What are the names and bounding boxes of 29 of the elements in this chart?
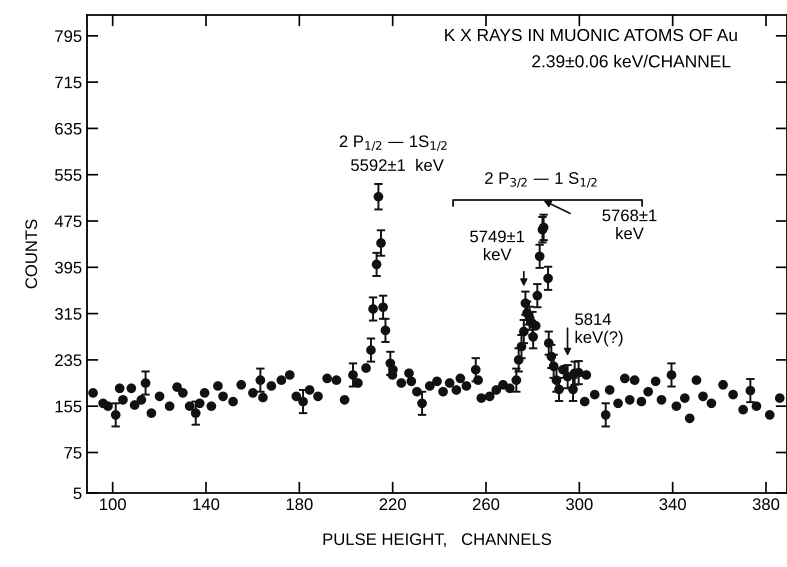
y-tick-label: 395 xyxy=(54,262,82,274)
y-tick-label: 235 xyxy=(55,354,82,366)
y-tick-label: 75 xyxy=(64,447,82,459)
annotation: 2 P$_{3/2}$ — 1 S$_{1/2}$ xyxy=(485,172,597,188)
y-tick-label: 475 xyxy=(54,216,82,228)
x-tick-label: 260 xyxy=(472,498,500,510)
annotation: 5814 keV(?) xyxy=(575,313,623,346)
x-tick-label: 300 xyxy=(566,498,593,510)
x-tick-label: 340 xyxy=(659,498,686,510)
y-axis-title: COUNTS xyxy=(25,220,38,288)
y-tick-label: 315 xyxy=(54,308,82,320)
y-tick-label: 635 xyxy=(55,122,82,135)
text: K X RAYS IN MUONIC ATOMS OF Au xyxy=(445,28,737,42)
annotation: 5749±1 keV xyxy=(470,230,524,260)
text: 2.39±0.06 keV/CHANNEL xyxy=(532,54,730,68)
y-tick-label: 715 xyxy=(55,76,82,88)
x-tick-label: 220 xyxy=(380,498,406,510)
annotation: 2 P$_{1/2}$ — 1S$_{1/2}$ xyxy=(340,135,447,151)
x-tick-label: 100 xyxy=(100,498,126,510)
y-tick-label: 795 xyxy=(55,30,82,42)
y-tick-label: 555 xyxy=(55,169,82,181)
annotation: 5768±1 keV xyxy=(602,209,656,240)
x-axis-title: PULSE HEIGHT, CHANNELS xyxy=(324,533,552,548)
annotation: 5592±1 keV xyxy=(351,158,444,171)
x-tick-label: 140 xyxy=(193,498,220,510)
y-tick-label: 155 xyxy=(56,400,82,412)
x-tick-label: 180 xyxy=(286,498,313,510)
x-tick-label: 380 xyxy=(752,498,780,510)
y-tick-label: 5 xyxy=(74,488,82,500)
